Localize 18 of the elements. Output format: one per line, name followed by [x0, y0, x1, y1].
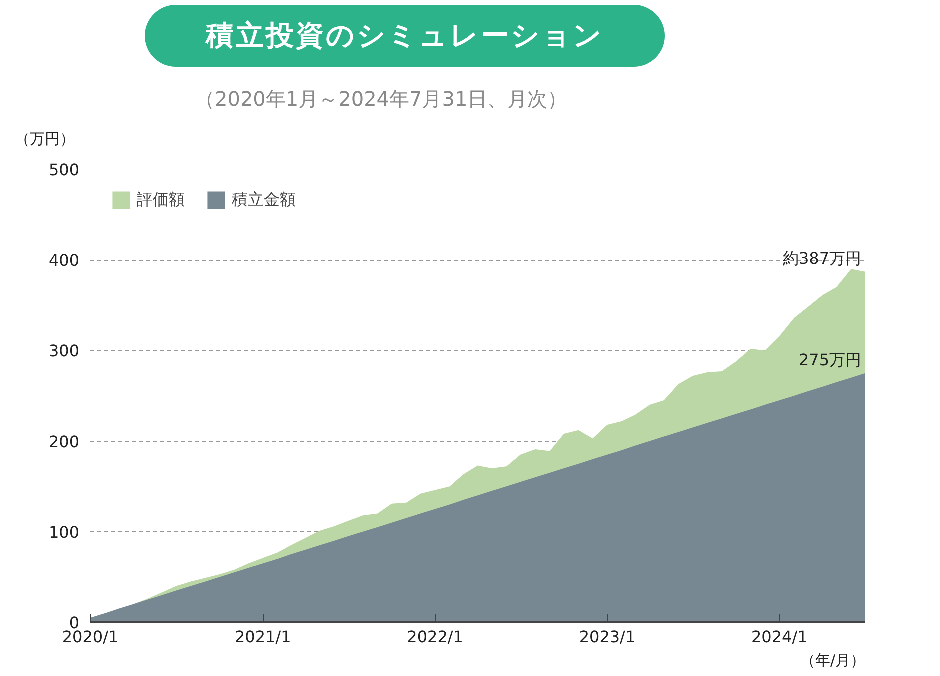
y-tick-label: 400 [48, 251, 80, 270]
chart-subtitle: （2020年1月～2024年7月31日、月次） [195, 86, 568, 113]
x-axis-title: （年/月） [800, 652, 866, 670]
legend-label: 積立金額 [232, 190, 296, 210]
x-tick-label: 2021/1 [234, 628, 292, 646]
annotation: 約387万円 [782, 248, 862, 268]
y-tick-label: 100 [48, 522, 80, 542]
x-tick-label: 2024/1 [752, 628, 808, 646]
legend-label: 評価額 [137, 190, 185, 210]
y-tick-label: 300 [48, 342, 80, 361]
chart-title: 積立投資のシミュレーション [145, 5, 665, 67]
x-tick-label: 2022/1 [407, 628, 464, 646]
x-tick-label: 2020/1 [62, 628, 119, 646]
annotation: 275万円 [798, 350, 862, 370]
x-tick-label: 2023/1 [579, 628, 636, 646]
y-axis-title: （万円） [15, 129, 75, 150]
y-tick-label: 500 [48, 160, 80, 180]
y-tick-label: 200 [48, 432, 80, 452]
